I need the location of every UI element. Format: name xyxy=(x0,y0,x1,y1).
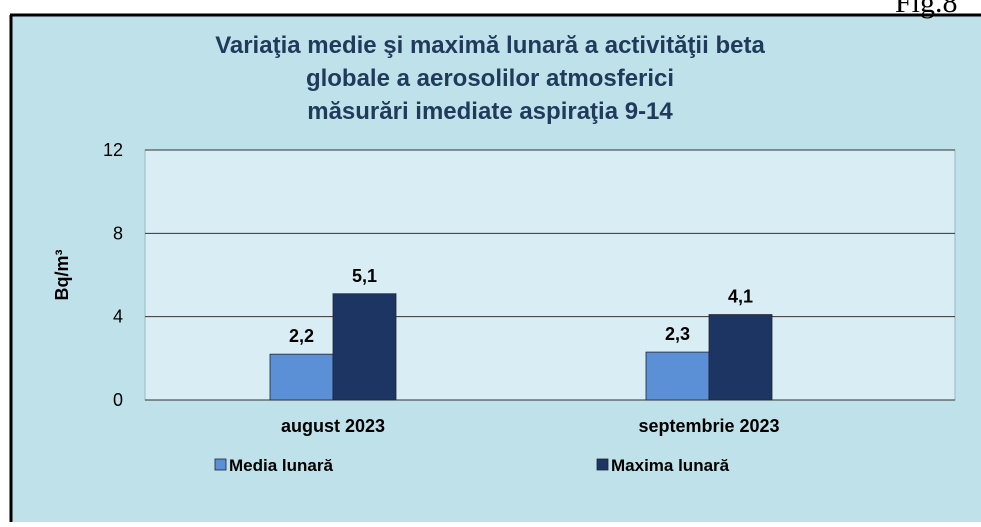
chart-title: Variaţia medie şi maximă lunară a activi… xyxy=(215,32,765,59)
y-tick-label: 8 xyxy=(113,223,123,243)
legend-label: Maxima lunară xyxy=(611,456,730,475)
y-tick-label: 0 xyxy=(113,390,123,410)
legend-swatch xyxy=(214,458,227,471)
y-tick-label: 4 xyxy=(113,307,123,327)
data-label: 5,1 xyxy=(352,266,377,286)
bar xyxy=(332,293,397,401)
legend-label: Media lunară xyxy=(229,456,333,475)
y-tick-label: 12 xyxy=(103,140,123,160)
data-label: 4,1 xyxy=(728,287,753,307)
figure-caption: Fig.8 xyxy=(895,0,958,19)
x-tick-label: septembrie 2023 xyxy=(638,416,779,436)
data-label: 2,3 xyxy=(665,324,690,344)
chart-title: măsurări imediate aspiraţia 9-14 xyxy=(307,98,673,125)
x-tick-label: august 2023 xyxy=(281,416,385,436)
bar xyxy=(708,314,773,401)
plot-area xyxy=(144,149,956,401)
chart-title: globale a aerosolilor atmosferici xyxy=(306,65,674,92)
legend-swatch xyxy=(596,458,609,471)
bar xyxy=(645,351,710,401)
data-label: 2,2 xyxy=(289,326,314,346)
y-axis-label: Bq/m³ xyxy=(52,250,72,301)
bar xyxy=(269,353,334,401)
